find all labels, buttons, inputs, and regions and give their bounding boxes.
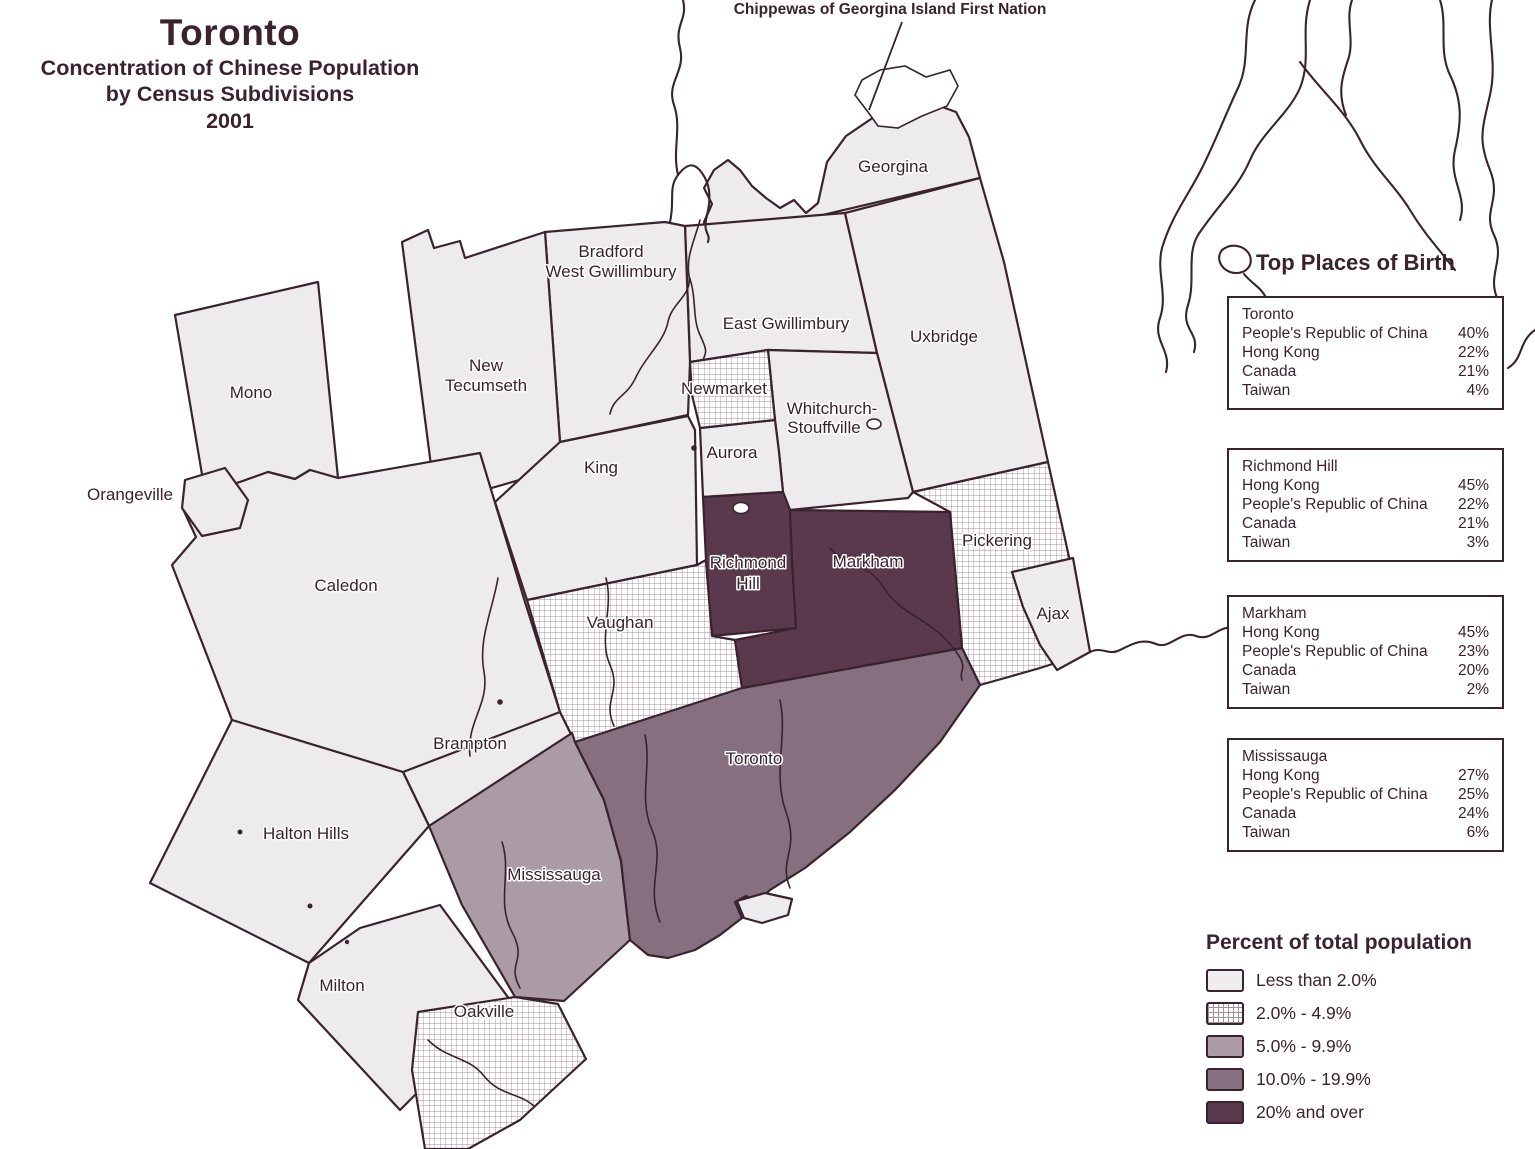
- legend-item: 10.0% - 19.9%: [1206, 1068, 1535, 1091]
- label-markham: Markham: [833, 552, 904, 571]
- legend-item: 20% and over: [1206, 1101, 1535, 1124]
- ponds-and-dots: [237, 418, 882, 945]
- legend-item: 5.0% - 9.9%: [1206, 1035, 1535, 1058]
- label-orangeville: Orangeville: [87, 485, 173, 504]
- label-bradford-line2: West Gwillimbury: [546, 262, 677, 281]
- title-block: Toronto Concentration of Chinese Populat…: [8, 10, 452, 134]
- label-oakville: Oakville: [454, 1002, 514, 1021]
- region-labels: Georgina Bradford West Gwillimbury East …: [86, 156, 1072, 1023]
- region-georgina: [702, 102, 982, 244]
- label-east-gwillimbury: East Gwillimbury: [723, 314, 850, 333]
- label-uxbridge: Uxbridge: [910, 327, 978, 346]
- label-whitchurch-line2: Stouffville: [787, 418, 860, 437]
- legend: Percent of total population Less than 2.…: [1206, 931, 1535, 1134]
- label-new-tecumseth-line2: Tecumseth: [445, 376, 527, 395]
- legend-item: 2.0% - 4.9%: [1206, 1002, 1535, 1025]
- label-georgina: Georgina: [858, 157, 928, 176]
- label-richmond-hill-line2: Hill: [736, 574, 760, 593]
- legend-swatch-less-than-2: [1206, 969, 1244, 992]
- region-orangeville: [180, 466, 250, 538]
- richmond-hill-pond: [732, 501, 750, 515]
- birth-row: Taiwan 4%: [1242, 382, 1489, 399]
- birth-row: Taiwan 2%: [1242, 681, 1489, 698]
- birth-row: Canada 24%: [1242, 805, 1489, 822]
- birth-box-toronto: Toronto People's Republic of China 40% Ho…: [1227, 296, 1504, 410]
- birth-row: People's Republic of China 25%: [1242, 786, 1489, 803]
- musselman-lake-pond: [866, 418, 882, 430]
- top-places-heading: Top Places of Birth: [1256, 250, 1455, 275]
- birth-row: Hong Kong 45%: [1242, 477, 1489, 494]
- label-whitchurch-line1: Whitchurch-: [787, 399, 878, 418]
- label-vaughan: Vaughan: [587, 613, 654, 632]
- region-newmarket: [688, 348, 777, 430]
- region-halton-hills: [148, 718, 431, 965]
- legend-swatch-10-to-19-9: [1206, 1068, 1244, 1091]
- map-title: Toronto: [159, 12, 301, 53]
- georgina-island: [854, 65, 959, 129]
- legend-swatch-5-to-9-9: [1206, 1035, 1244, 1058]
- map-subtitle-3: 2001: [206, 108, 254, 133]
- label-brampton: Brampton: [433, 734, 507, 753]
- first-nation-annotation: Chippewas of Georgina Island First Natio…: [733, 1, 1047, 18]
- label-mississauga: Mississauga: [507, 865, 601, 884]
- label-king: King: [584, 458, 618, 477]
- birth-row: Canada 21%: [1242, 515, 1489, 532]
- legend-heading: Percent of total population: [1206, 931, 1472, 954]
- birth-box-mississauga: Mississauga Hong Kong 27% People's Republ…: [1227, 738, 1504, 852]
- label-newmarket: Newmarket: [681, 379, 767, 398]
- birth-row: Hong Kong 22%: [1242, 344, 1489, 361]
- birth-row: Canada 21%: [1242, 363, 1489, 380]
- label-milton: Milton: [319, 976, 364, 995]
- birth-box-region-name: Richmond Hill: [1242, 458, 1338, 475]
- birth-box-richmond-hill: Richmond Hill Hong Kong 45% People's Repu…: [1227, 448, 1504, 562]
- birth-row: Hong Kong 27%: [1242, 767, 1489, 784]
- annotation-pointer-line: [868, 21, 903, 111]
- shorelines: [668, 0, 1535, 654]
- birth-row: Taiwan 6%: [1242, 824, 1489, 841]
- birth-row: Hong Kong 45%: [1242, 624, 1489, 641]
- birth-row: Taiwan 3%: [1242, 534, 1489, 551]
- region-new-tecumseth: [400, 228, 570, 506]
- label-new-tecumseth-line1: New: [469, 356, 504, 375]
- birth-box-region-name: Toronto: [1242, 306, 1294, 323]
- birth-box-markham: Markham Hong Kong 45% People's Republic o…: [1227, 595, 1504, 709]
- label-ajax: Ajax: [1036, 604, 1070, 623]
- toronto-islands: [735, 891, 794, 925]
- map-subtitle-1: Concentration of Chinese Population: [40, 56, 420, 81]
- region-caledon: [170, 451, 562, 780]
- legend-swatch-20-and-over: [1206, 1101, 1244, 1124]
- region-markham: [733, 508, 964, 690]
- label-aurora: Aurora: [706, 443, 758, 462]
- label-richmond-hill-line1: Richmond: [710, 553, 787, 572]
- legend-swatch-2-to-4-9: [1206, 1002, 1244, 1025]
- birth-row: People's Republic of China 23%: [1242, 643, 1489, 660]
- birth-box-region-name: Mississauga: [1242, 748, 1328, 765]
- label-caledon: Caledon: [314, 576, 377, 595]
- label-halton-hills: Halton Hills: [263, 824, 349, 843]
- birth-row: People's Republic of China 40%: [1242, 325, 1489, 342]
- birth-box-region-name: Markham: [1242, 605, 1307, 622]
- birth-row: Canada 20%: [1242, 662, 1489, 679]
- label-pickering: Pickering: [962, 531, 1032, 550]
- label-toronto: Toronto: [726, 749, 783, 768]
- region-east-gwillimbury: [683, 211, 879, 364]
- rivers: [427, 219, 964, 1107]
- birth-row: People's Republic of China 22%: [1242, 496, 1489, 513]
- region-ajax: [1010, 556, 1092, 672]
- region-oakville: [410, 995, 588, 1149]
- region-shapes: [148, 102, 1092, 1149]
- legend-item: Less than 2.0%: [1206, 969, 1535, 992]
- label-mono: Mono: [230, 383, 273, 402]
- label-bradford-line1: Bradford: [578, 242, 643, 261]
- region-toronto: [573, 646, 982, 960]
- map-subtitle-2: by Census Subdivisions: [105, 82, 355, 107]
